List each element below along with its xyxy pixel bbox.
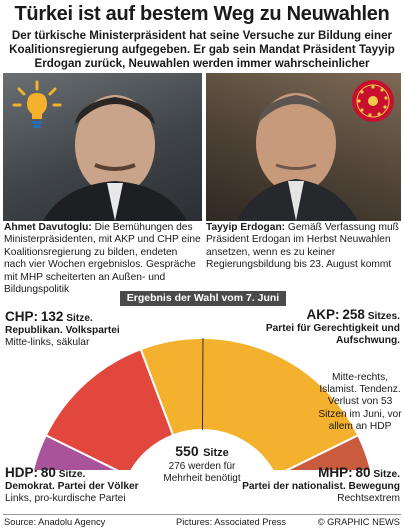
akp-seats-label: Sitzes. — [367, 311, 400, 322]
intro-text: Der türkische Ministerpräsident hat sein… — [9, 29, 395, 70]
footer-pictures: Pictures: Associated Press — [176, 517, 287, 527]
akp-seats: 258 — [342, 307, 365, 322]
photo-davutoglu — [3, 73, 202, 221]
presidential-seal-icon — [352, 80, 394, 122]
akp-desc: Mitte-rechts, Islamist. Tendenz. Verlust… — [318, 372, 402, 432]
caption-erdogan-name: Tayyip Erdogan: — [206, 222, 286, 233]
party-label-chp: CHP: 132 Sitze. Republikan. Volkspartei … — [5, 309, 155, 349]
caption-erdogan: Tayyip Erdogan: Gemäß Verfassung muß Prä… — [206, 222, 402, 272]
akp-name: Partei für Gerechtigkeit und Aufschwung. — [265, 323, 400, 346]
footer-source: Source: Anadolu Agency — [4, 517, 106, 527]
mhp-seats: 80 — [355, 465, 371, 480]
hdp-desc: Links, pro-kurdische Partei — [5, 493, 126, 504]
caption-davutoglu-name: Ahmet Davutoglu: — [4, 222, 92, 233]
chp-seats-label: Sitze. — [66, 313, 93, 324]
chp-abbr: CHP: — [5, 309, 38, 324]
portrait-davutoglu — [43, 95, 187, 221]
chp-name: Republikan. Volkspartei — [5, 325, 120, 336]
caption-davutoglu-text: Die Bemühungen des Ministerpräsidenten, … — [4, 222, 201, 296]
mhp-name: Partei der nationalist. Bewegung — [242, 481, 400, 492]
seat-hemicycle-chart — [32, 337, 372, 470]
total-seats: 550 Sitze 276 werden für Mehrheit benöti… — [150, 443, 254, 484]
footer-divider — [3, 514, 401, 515]
mhp-seats-label: Sitze. — [373, 469, 400, 480]
photo-erdogan — [206, 73, 401, 221]
mhp-abbr: MHP: — [318, 465, 353, 480]
chp-desc: Mitte-links, säkular — [5, 337, 90, 348]
total-seats-unit: Sitze — [203, 447, 229, 459]
hdp-abbr: HDP: — [5, 465, 38, 480]
page-title: Türkei ist auf bestem Weg zu Neuwahlen — [14, 3, 390, 25]
mhp-desc: Rechtsextrem — [337, 493, 400, 504]
party-label-hdp: HDP: 80 Sitze. Demokrat. Partei der Völk… — [5, 465, 175, 505]
portrait-erdogan — [236, 93, 358, 221]
hdp-name: Demokrat. Partei der Völker — [5, 481, 139, 492]
total-seats-number: 550 — [175, 443, 199, 459]
footer: Source: Anadolu Agency Pictures: Associa… — [0, 513, 404, 531]
footer-copyright: © GRAPHIC NEWS — [317, 517, 400, 527]
party-label-mhp: MHP: 80 Sitze. Partei der nationalist. B… — [205, 465, 400, 505]
chp-seats: 132 — [40, 309, 64, 324]
akp-lightbulb-logo-icon — [12, 80, 62, 128]
majority-marker — [201, 337, 204, 431]
party-label-akp: AKP: 258 Sitzes. Partei für Gerechtigkei… — [236, 307, 400, 347]
caption-davutoglu: Ahmet Davutoglu: Die Bemühungen des Mini… — [4, 222, 202, 296]
hdp-seats: 80 — [40, 465, 56, 480]
majority-note: 276 werden für Mehrheit benötigt — [163, 461, 241, 484]
caption-erdogan-text: Gemäß Verfassung muß Präsident Erdogan i… — [206, 222, 399, 271]
chart-title: Ergebnis der Wahl vom 7. Juni — [120, 291, 286, 306]
hdp-seats-label: Sitze. — [58, 469, 86, 480]
akp-abbr: AKP: — [306, 307, 340, 322]
seat-slice-mhp — [285, 433, 372, 470]
seat-slice-akp — [139, 337, 360, 470]
